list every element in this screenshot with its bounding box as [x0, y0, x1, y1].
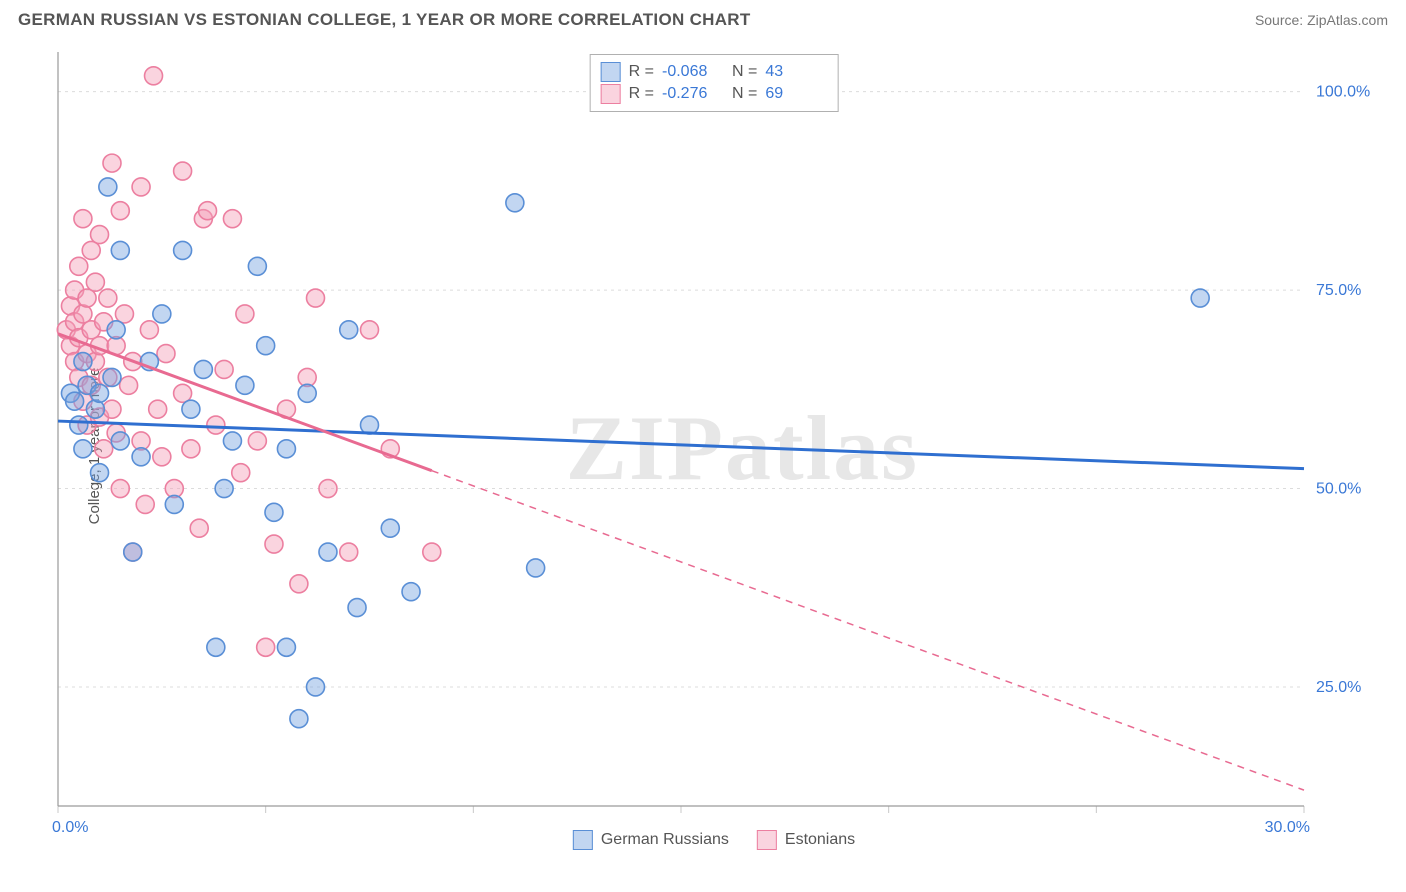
swatch-series-1: [601, 84, 621, 104]
r-label: R =: [629, 85, 654, 103]
svg-text:100.0%: 100.0%: [1316, 84, 1370, 101]
swatch-series-0: [601, 62, 621, 82]
n-value-1: 69: [765, 85, 827, 103]
source-name: ZipAtlas.com: [1307, 12, 1388, 28]
legend-item-1: Estonians: [757, 830, 855, 850]
source-prefix: Source:: [1255, 12, 1307, 28]
r-value-1: -0.276: [662, 85, 724, 103]
header: GERMAN RUSSIAN VS ESTONIAN COLLEGE, 1 YE…: [0, 0, 1406, 34]
stats-row-series-1: R = -0.276 N = 69: [601, 83, 828, 105]
plot-area: College, 1 year or more ZIPatlas 25.0%50…: [44, 46, 1384, 846]
legend-label-1: Estonians: [785, 831, 855, 849]
n-label: N =: [732, 85, 757, 103]
r-value-0: -0.068: [662, 63, 724, 81]
legend-item-0: German Russians: [573, 830, 729, 850]
svg-text:50.0%: 50.0%: [1316, 481, 1361, 498]
svg-text:0.0%: 0.0%: [52, 819, 88, 836]
swatch-series-0-bottom: [573, 830, 593, 850]
scatter-plot-svg: 25.0% 50.0% 75.0% 100.0% 0.0% 30.0%: [44, 46, 1384, 846]
bottom-legend: German Russians Estonians: [567, 830, 861, 850]
svg-text:30.0%: 30.0%: [1265, 819, 1310, 836]
svg-text:25.0%: 25.0%: [1316, 679, 1361, 696]
r-label: R =: [629, 63, 654, 81]
n-value-0: 43: [765, 63, 827, 81]
swatch-series-1-bottom: [757, 830, 777, 850]
stats-legend: R = -0.068 N = 43 R = -0.276 N = 69: [590, 54, 839, 112]
chart-title: GERMAN RUSSIAN VS ESTONIAN COLLEGE, 1 YE…: [18, 10, 751, 30]
n-label: N =: [732, 63, 757, 81]
source-attribution: Source: ZipAtlas.com: [1255, 12, 1388, 28]
legend-label-0: German Russians: [601, 831, 729, 849]
svg-text:75.0%: 75.0%: [1316, 282, 1361, 299]
stats-row-series-0: R = -0.068 N = 43: [601, 61, 828, 83]
